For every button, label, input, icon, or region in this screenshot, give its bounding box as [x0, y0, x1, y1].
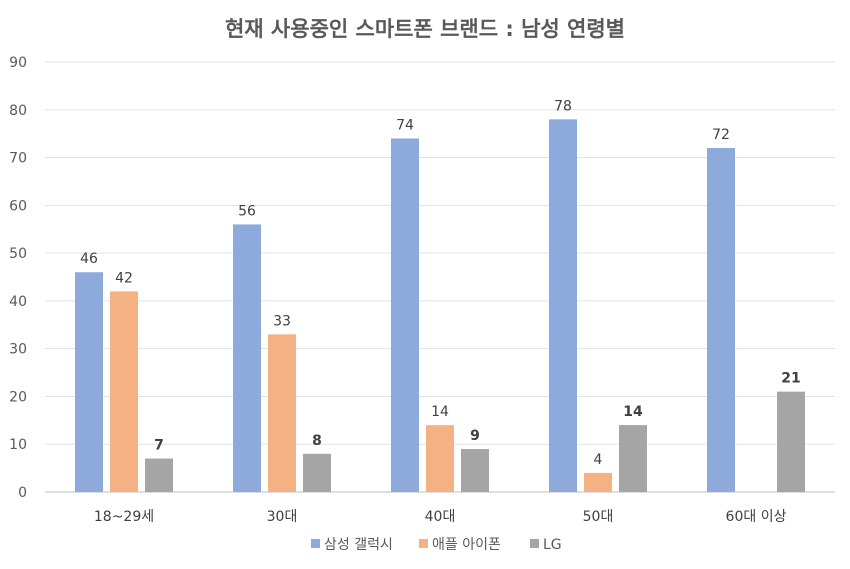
y-tick-label: 30 [9, 342, 27, 358]
legend-swatch [419, 539, 428, 548]
legend-label: LG [543, 537, 562, 553]
legend-swatch [311, 539, 320, 548]
data-label: 56 [238, 203, 256, 219]
bar [584, 472, 612, 492]
x-tick-label: 50대 [583, 509, 614, 525]
data-label: 21 [781, 371, 800, 387]
legend-swatch [530, 539, 539, 548]
bar [619, 425, 647, 492]
data-label: 9 [470, 428, 480, 444]
y-tick-label: 40 [9, 294, 27, 310]
y-tick-label: 90 [9, 55, 27, 71]
y-tick-label: 10 [9, 437, 27, 453]
legend-label: 삼성 갤럭시 [324, 537, 393, 553]
y-tick-label: 70 [9, 151, 27, 167]
y-tick-label: 50 [9, 246, 27, 262]
legend-label: 애플 아이폰 [432, 537, 501, 553]
x-tick-label: 60대 이상 [726, 509, 787, 525]
bar [303, 453, 331, 492]
data-label: 4 [594, 452, 603, 468]
bar [268, 334, 296, 492]
data-label: 74 [396, 117, 414, 133]
x-tick-label: 30대 [267, 509, 298, 525]
data-label: 8 [312, 433, 322, 449]
data-label: 72 [712, 127, 730, 143]
bar [391, 138, 419, 492]
y-tick-label: 60 [9, 198, 27, 214]
y-tick-label: 20 [9, 389, 27, 405]
bar [75, 272, 103, 492]
data-label: 42 [115, 270, 133, 286]
y-tick-label: 0 [18, 485, 27, 501]
y-tick-label: 80 [9, 103, 27, 119]
data-label: 33 [273, 313, 291, 329]
bar [426, 425, 454, 492]
x-tick-label: 40대 [425, 509, 456, 525]
bar [777, 391, 805, 492]
data-label: 14 [431, 404, 449, 420]
bar [707, 148, 735, 492]
bar [461, 449, 489, 492]
data-label: 7 [154, 438, 164, 454]
bar [549, 119, 577, 492]
data-label: 14 [623, 404, 643, 420]
data-label: 78 [554, 98, 572, 114]
bar [145, 458, 173, 492]
data-label: 46 [80, 251, 98, 267]
x-tick-label: 18~29세 [94, 509, 154, 525]
chart-title: 현재 사용중인 스마트폰 브랜드 : 남성 연령별 [225, 17, 625, 41]
bar [110, 291, 138, 492]
bar [233, 224, 261, 492]
